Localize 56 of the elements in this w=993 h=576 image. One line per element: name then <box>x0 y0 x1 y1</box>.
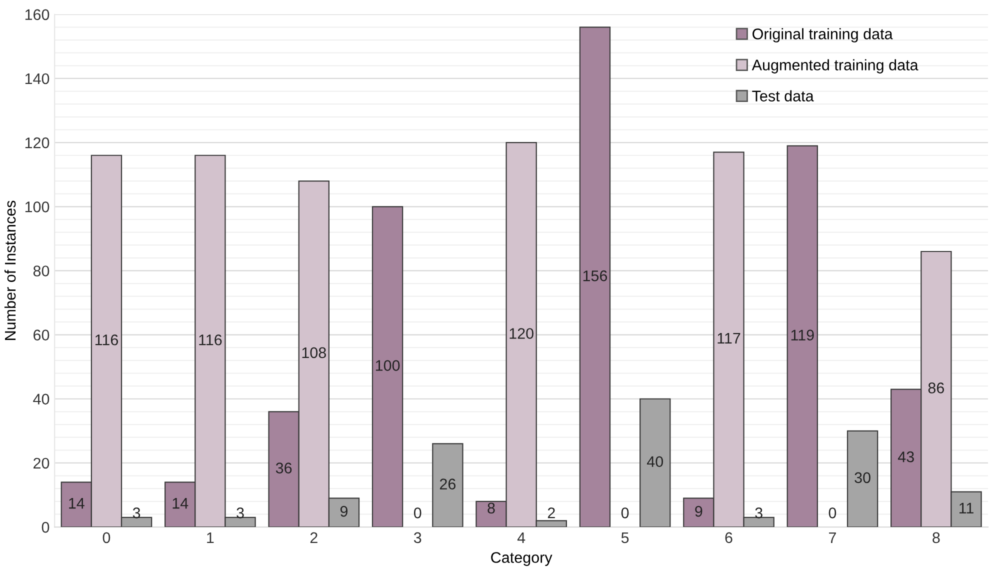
data-label: 11 <box>959 502 974 514</box>
data-label: 36 <box>276 462 292 474</box>
data-label: 43 <box>898 451 914 462</box>
data-label: 116 <box>95 334 118 346</box>
data-label: 0 <box>621 508 629 518</box>
bar <box>640 398 671 528</box>
data-label: 30 <box>854 472 870 484</box>
data-label: 3 <box>132 508 140 518</box>
y-tick-label: 100 <box>25 202 50 212</box>
data-label: 3 <box>755 508 762 518</box>
y-tick-label: 40 <box>33 394 50 405</box>
x-tick-label: 0 <box>102 532 110 544</box>
bar <box>432 443 464 528</box>
data-label: 26 <box>440 478 456 490</box>
data-label: 86 <box>928 382 944 394</box>
data-label: 0 <box>828 508 836 518</box>
x-tick-label: 2 <box>310 532 318 543</box>
x-tick-label: 4 <box>517 532 526 543</box>
bar <box>846 430 878 528</box>
y-tick-label: 120 <box>25 137 50 148</box>
data-label: 156 <box>583 270 608 282</box>
x-tick-label: 6 <box>725 532 732 544</box>
data-label: 108 <box>302 347 326 358</box>
y-tick-label: 20 <box>34 458 50 469</box>
y-axis-title: Number of Instances <box>4 200 16 340</box>
x-tick-label: 5 <box>621 532 629 544</box>
data-label: 119 <box>791 330 814 341</box>
x-tick-label: 7 <box>829 532 836 543</box>
y-tick-label: 0 <box>42 522 50 533</box>
x-axis-title: Category <box>491 552 552 566</box>
data-label: 9 <box>340 506 348 517</box>
data-label: 40 <box>646 456 664 468</box>
x-tick-label: 3 <box>414 532 422 544</box>
bar <box>579 26 611 528</box>
data-label: 9 <box>695 506 702 517</box>
y-tick-label: 140 <box>25 73 50 84</box>
data-label: 8 <box>488 502 495 514</box>
legend-label: Augmented training data <box>752 59 918 74</box>
y-tick-label: 60 <box>34 330 50 340</box>
data-label: 2 <box>548 508 555 518</box>
y-tick-label: 80 <box>33 266 50 276</box>
data-label: 117 <box>718 333 740 344</box>
x-tick-label: 1 <box>207 532 214 543</box>
data-label: 120 <box>510 328 534 339</box>
data-label: 0 <box>414 508 422 518</box>
y-tick-label: 160 <box>25 9 50 20</box>
x-tick-label: 8 <box>932 532 940 544</box>
data-label: 14 <box>69 498 84 509</box>
data-label: 100 <box>376 360 400 371</box>
bar <box>786 145 818 528</box>
data-label: 3 <box>236 508 244 518</box>
legend-label: Original training data <box>752 28 893 42</box>
data-label: 116 <box>199 334 222 346</box>
bar <box>372 206 404 528</box>
data-label: 14 <box>172 498 188 509</box>
legend-label: Test data <box>752 90 814 102</box>
